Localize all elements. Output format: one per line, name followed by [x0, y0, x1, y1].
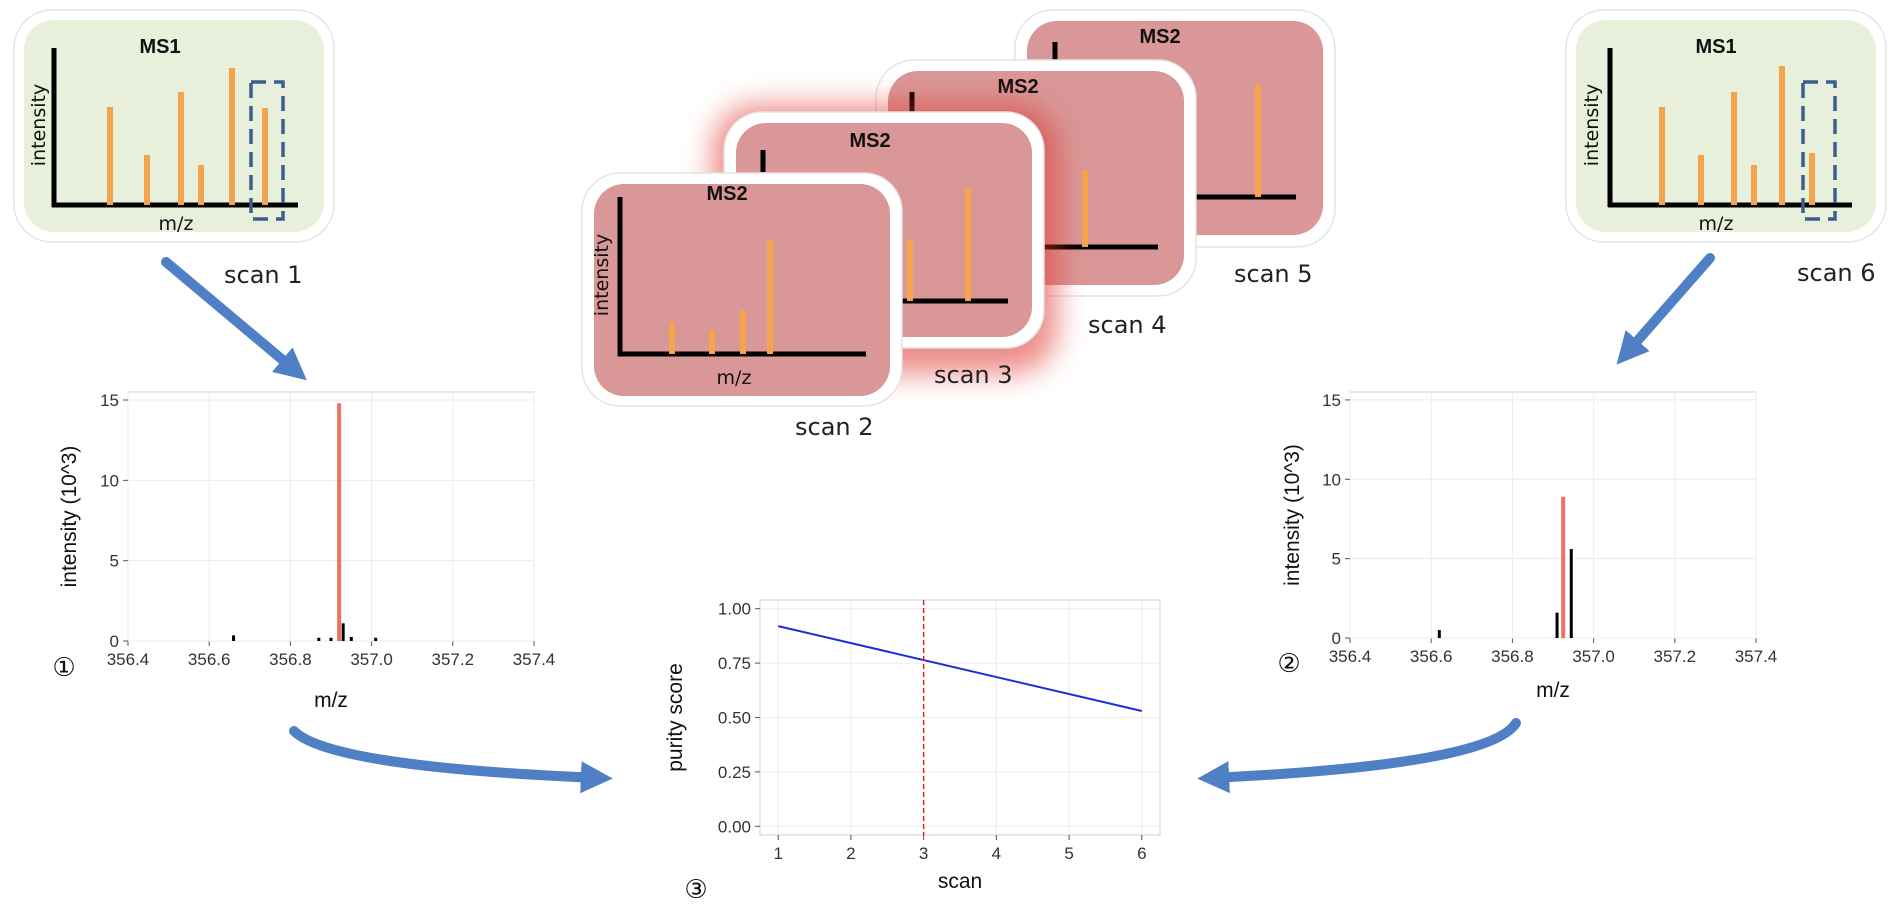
arrow-spectrum2-to-purity — [1197, 718, 1521, 794]
ms1-card-scan1: MS1 intensity m/z — [13, 9, 335, 243]
spectrum-chart-scan1: 356.4 356.6 356.8 357.0 357.2 357.4 0 5 10 15 m/z i… — [52, 391, 555, 712]
ms1-card-scan6: MS1 intensity m/z — [1565, 9, 1887, 243]
ms2-title: MS2 — [997, 76, 1038, 98]
ms1-title: MS1 — [139, 36, 180, 58]
ms1-xlabel: m/z — [159, 213, 194, 235]
spectrum-chart-scan6: 356.4 356.6 356.8 357.0 357.2 357.4 0 5 10 15 m/z i… — [1277, 391, 1777, 702]
x-tick-label: 357.2 — [1654, 647, 1697, 666]
x-tick-label: 357.4 — [513, 650, 556, 669]
y-tick-label: 0 — [1332, 629, 1341, 648]
panel-marker: ① — [52, 652, 75, 682]
plot-panel — [1349, 391, 1757, 639]
card-background — [1576, 20, 1876, 232]
y-tick-label: 1.00 — [718, 600, 751, 619]
ms1-title: MS1 — [1695, 36, 1736, 58]
x-tick-label: 357.0 — [350, 650, 393, 669]
x-tick-label: 356.8 — [1491, 647, 1534, 666]
flow-arrows — [161, 253, 1715, 794]
panel-marker: ③ — [684, 874, 707, 900]
x-tick-label: 6 — [1137, 844, 1146, 863]
arrow-scan1-to-spectrum1 — [161, 257, 307, 381]
y-tick-label: 10 — [1322, 470, 1341, 489]
arrow-spectrum1-to-purity — [289, 726, 613, 794]
ms1-ylabel: intensity — [28, 84, 50, 166]
card-background — [24, 20, 324, 232]
x-tick-label: 5 — [1064, 844, 1073, 863]
ms2-xlabel: m/z — [717, 367, 752, 389]
scan-2-caption: scan 2 — [795, 413, 874, 441]
y-tick-label: 0 — [110, 632, 119, 651]
x-tick-label: 356.4 — [1329, 647, 1372, 666]
y-tick-label: 0.50 — [718, 709, 751, 728]
y-axis-label: intensity (10^3) — [1281, 444, 1304, 586]
purity-line — [777, 625, 1143, 712]
ms2-title: MS2 — [849, 130, 890, 152]
x-axis-label: scan — [938, 870, 982, 893]
x-tick-label: 3 — [919, 844, 928, 863]
ms1-xlabel: m/z — [1699, 213, 1734, 235]
x-tick-label: 356.6 — [188, 650, 231, 669]
scan-6-caption: scan 6 — [1797, 259, 1876, 287]
ms2-title: MS2 — [706, 183, 747, 205]
y-tick-label: 0.00 — [718, 817, 751, 836]
ms1-peaks — [107, 68, 268, 205]
ms1-peaks — [1659, 66, 1815, 205]
y-tick-label: 15 — [1322, 391, 1341, 410]
y-tick-label: 5 — [110, 552, 119, 571]
x-tick-label: 357.0 — [1572, 647, 1615, 666]
scan-1-caption: scan 1 — [224, 261, 303, 289]
y-tick-label: 0.75 — [718, 654, 751, 673]
ms2-card-scan2: MS2 intensity m/z — [581, 172, 903, 407]
arrow-scan6-to-spectrum2 — [1616, 253, 1715, 365]
ms2-title: MS2 — [1139, 26, 1180, 48]
x-tick-label: 356.4 — [107, 650, 150, 669]
scan-4-caption: scan 4 — [1088, 311, 1167, 339]
y-tick-label: 15 — [100, 391, 119, 410]
y-axis-label: purity score — [664, 663, 687, 772]
x-tick-label: 356.8 — [269, 650, 312, 669]
x-tick-label: 357.2 — [432, 650, 475, 669]
y-tick-label: 5 — [1332, 550, 1341, 569]
ms2-ylabel: intensity — [591, 234, 613, 316]
scan-3-caption: scan 3 — [934, 361, 1013, 389]
purity-chart: 1 2 3 4 5 6 0.00 0.25 0.50 0.75 1.00 scan purity sco… — [664, 599, 1161, 904]
x-axis-label: m/z — [1536, 679, 1570, 702]
x-tick-label: 357.4 — [1735, 647, 1778, 666]
y-axis-label: intensity (10^3) — [58, 446, 81, 588]
x-tick-label: 356.6 — [1410, 647, 1453, 666]
y-tick-label: 10 — [100, 471, 119, 490]
ms2-peaks — [669, 240, 773, 354]
x-axis-label: m/z — [314, 689, 348, 712]
x-tick-label: 1 — [773, 844, 782, 863]
x-tick-label: 2 — [846, 844, 855, 863]
panel-marker: ② — [1277, 648, 1300, 678]
card-background — [594, 184, 890, 396]
isolation-window — [1801, 80, 1837, 221]
isolation-window — [249, 80, 285, 221]
plot-panel — [127, 391, 535, 642]
y-tick-label: 0.25 — [718, 763, 751, 782]
x-tick-label: 4 — [992, 844, 1001, 863]
ms1-ylabel: intensity — [1581, 84, 1603, 166]
scan-5-caption: scan 5 — [1234, 260, 1313, 288]
